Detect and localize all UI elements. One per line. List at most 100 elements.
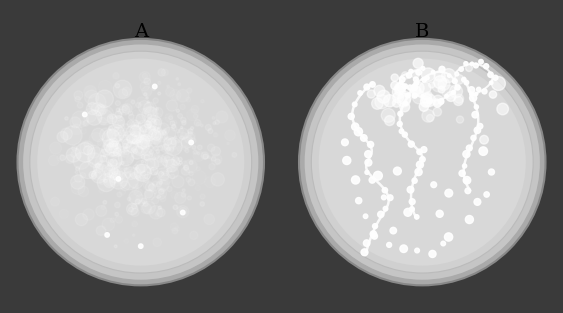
Circle shape [113,167,126,180]
Circle shape [150,155,162,167]
Circle shape [149,131,153,135]
Circle shape [131,100,135,104]
Circle shape [445,94,448,98]
Circle shape [145,182,154,191]
Circle shape [100,155,106,162]
Circle shape [157,168,169,180]
Circle shape [87,145,100,158]
Circle shape [477,123,483,129]
Circle shape [125,99,136,110]
Circle shape [157,142,162,147]
Circle shape [184,133,195,143]
Circle shape [395,83,405,93]
Circle shape [135,199,140,204]
Circle shape [154,118,162,125]
Circle shape [215,159,220,164]
Circle shape [141,198,147,203]
Circle shape [100,128,113,141]
Circle shape [167,85,169,88]
Circle shape [141,171,146,176]
Circle shape [122,105,129,113]
Circle shape [175,158,180,163]
Circle shape [118,109,123,114]
Circle shape [159,131,163,136]
Circle shape [400,102,410,112]
Circle shape [153,84,157,89]
Circle shape [475,92,478,95]
Circle shape [193,151,204,162]
Circle shape [116,177,120,181]
Circle shape [87,110,102,125]
Circle shape [489,91,497,98]
Circle shape [356,198,362,204]
Circle shape [421,94,425,98]
Circle shape [137,166,145,174]
Circle shape [77,102,83,108]
Circle shape [373,171,382,180]
Circle shape [434,70,445,81]
Circle shape [144,102,154,112]
Circle shape [120,172,138,190]
Circle shape [402,132,408,137]
Circle shape [122,124,131,133]
Circle shape [149,144,151,147]
Circle shape [428,82,435,88]
Circle shape [103,200,107,204]
Circle shape [466,215,473,223]
Circle shape [147,101,149,103]
Circle shape [364,84,370,90]
Circle shape [190,126,194,130]
Circle shape [146,118,157,130]
Circle shape [176,78,178,80]
Circle shape [382,195,386,200]
Circle shape [112,115,124,128]
Circle shape [179,128,184,133]
Circle shape [173,156,178,162]
Circle shape [136,135,149,148]
Circle shape [459,67,463,71]
Circle shape [166,100,177,111]
Circle shape [83,209,94,220]
Circle shape [89,171,97,179]
Circle shape [51,197,60,206]
Circle shape [146,118,156,128]
Circle shape [416,69,422,75]
Circle shape [448,74,451,77]
Circle shape [134,135,144,145]
Circle shape [439,66,445,72]
Circle shape [391,81,399,90]
Circle shape [203,154,208,159]
Circle shape [468,87,475,93]
Circle shape [102,164,115,177]
Circle shape [105,143,119,156]
Circle shape [450,85,463,98]
Circle shape [150,150,154,154]
Circle shape [157,195,160,198]
Circle shape [111,168,118,175]
Circle shape [138,200,145,206]
Circle shape [137,136,150,149]
Circle shape [401,72,409,79]
Circle shape [63,126,82,145]
Circle shape [431,70,435,74]
Circle shape [17,39,264,285]
Circle shape [212,117,215,119]
Circle shape [102,218,115,231]
Circle shape [342,139,348,146]
Circle shape [119,89,128,98]
Circle shape [145,134,148,137]
Circle shape [162,135,167,140]
Circle shape [65,117,68,120]
Circle shape [84,90,99,104]
Circle shape [163,127,176,140]
Circle shape [159,189,164,194]
Circle shape [397,121,402,126]
Text: A: A [133,23,148,41]
Circle shape [113,173,121,181]
Circle shape [96,162,104,169]
Circle shape [114,202,120,208]
Circle shape [158,156,163,162]
Circle shape [134,164,151,181]
Circle shape [373,223,378,228]
Circle shape [158,172,165,178]
